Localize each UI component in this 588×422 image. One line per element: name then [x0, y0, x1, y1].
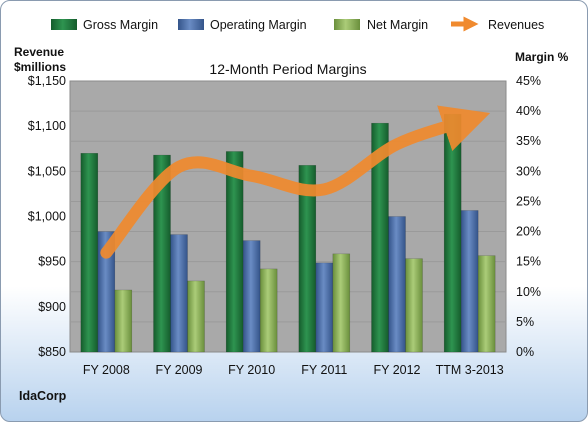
y-right-tick-label: 5% [516, 315, 534, 329]
legend-label-gross: Gross Margin [83, 18, 158, 32]
bar-gross-margin [225, 151, 244, 353]
bar-gross-margin [443, 113, 462, 353]
gridlines [70, 110, 506, 323]
bar-operating-margin [315, 262, 334, 353]
legend: Gross Margin Operating Margin Net Margin… [51, 16, 544, 32]
legend-label-operating: Operating Margin [210, 18, 307, 32]
y-left-label-line1: Revenue [14, 45, 64, 59]
y-right-tick-label: 10% [516, 285, 541, 299]
revenue-line-group [100, 105, 491, 259]
y-right-tick-label: 40% [516, 104, 541, 118]
y-right-tick-label: 30% [516, 164, 541, 178]
y-right-ticks: 0% 5% 10% 15% 20% 25% 30% 35% 40% 45% [516, 74, 541, 359]
x-tick-label: FY 2011 [301, 363, 347, 377]
bar-gross-margin [298, 165, 317, 353]
bar-operating-margin [388, 216, 406, 353]
x-ticks: FY 2008 FY 2009 FY 2010 FY 2011 FY 2012 TTM 3… [83, 363, 504, 377]
y-right-label: Margin % [515, 50, 569, 64]
y-right-tick-label: 35% [516, 134, 541, 148]
x-tick-label: FY 2009 [155, 363, 202, 377]
y-right-tick-label: 15% [516, 255, 541, 269]
bar-net-margin [405, 258, 423, 353]
bar-net-margin [114, 289, 133, 353]
y-right-tick-label: 25% [516, 194, 541, 208]
bar-net-margin [187, 280, 205, 353]
y-left-tick-label: $1,150 [28, 74, 66, 88]
revenue-line [100, 105, 491, 259]
y-right-tick-label: 20% [516, 225, 541, 239]
x-tick-label: TTM 3-2013 [436, 363, 504, 377]
x-tick-label: FY 2012 [373, 363, 420, 377]
bar-operating-margin [170, 234, 188, 353]
company-name: IdaCorp [19, 389, 67, 403]
bar-operating-margin [460, 210, 479, 353]
x-tick-label: FY 2010 [228, 363, 275, 377]
x-tick-label: FY 2008 [83, 363, 130, 377]
y-left-tick-label: $900 [38, 300, 66, 314]
y-left-tick-label: $1,050 [28, 164, 66, 178]
y-right-tick-label: 45% [516, 74, 541, 88]
bar-net-margin [332, 253, 351, 353]
y-left-tick-label: $1,100 [28, 119, 66, 133]
bar-net-margin [259, 268, 278, 353]
bar-operating-margin [242, 240, 261, 353]
bar-net-margin [477, 255, 496, 353]
bars [80, 113, 496, 353]
y-left-tick-label: $850 [38, 345, 66, 359]
y-left-ticks: $850 $900 $950 $1,000 $1,050 $1,100 $1,150 [28, 74, 66, 359]
legend-swatch-net [334, 19, 360, 30]
legend-swatch-operating [178, 19, 204, 30]
legend-label-net: Net Margin [367, 18, 428, 32]
y-left-tick-label: $1,000 [28, 210, 66, 224]
legend-label-revenues: Revenues [488, 18, 544, 32]
chart-title: 12-Month Period Margins [209, 61, 366, 77]
y-left-tick-label: $950 [38, 255, 66, 269]
y-left-label-line2: $millions [14, 60, 66, 74]
y-right-tick-label: 0% [516, 345, 534, 359]
legend-swatch-gross [51, 19, 77, 30]
bar-gross-margin [80, 153, 99, 353]
